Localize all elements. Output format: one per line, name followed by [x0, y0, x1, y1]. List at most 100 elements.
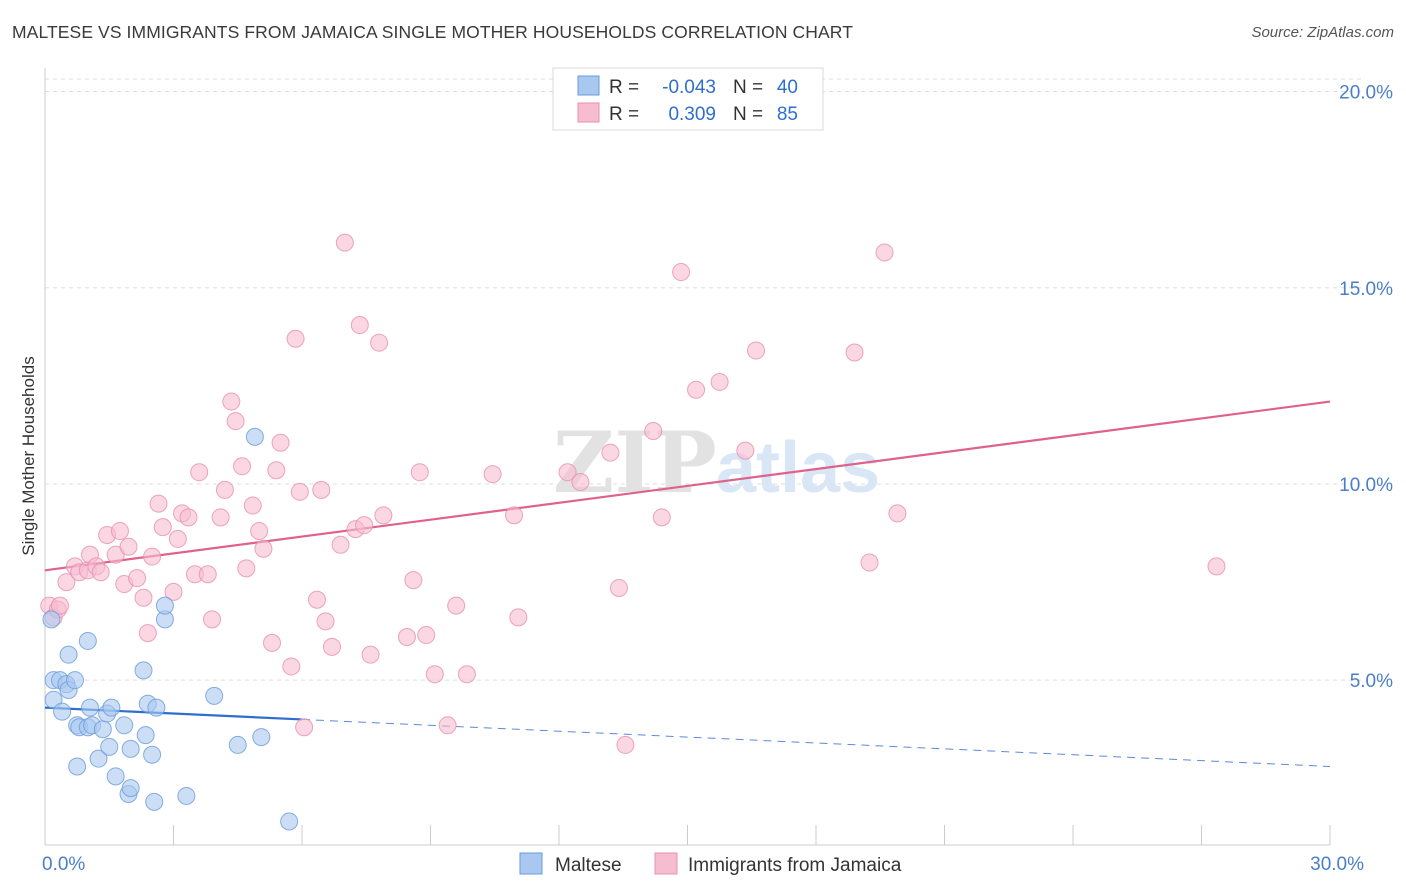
chart-source: Source: ZipAtlas.com	[1251, 24, 1394, 41]
jamaica-point	[652, 508, 671, 527]
jamaica-point	[168, 529, 187, 548]
series-legend-swatch-jamaica[interactable]	[654, 852, 678, 875]
jamaica-point	[616, 735, 635, 754]
axes	[44, 68, 1330, 846]
maltese-point	[205, 686, 224, 705]
jamaica-point	[211, 508, 230, 527]
jamaica-point	[91, 563, 110, 582]
jamaica-point	[282, 657, 301, 676]
jamaica-point	[312, 480, 331, 499]
maltese-point	[93, 720, 112, 739]
maltese-point	[68, 757, 87, 776]
x-tick-label: 0.0%	[42, 854, 85, 875]
jamaica-point	[417, 626, 436, 645]
watermark-zip: ZIP	[553, 413, 717, 512]
jamaica-point	[254, 539, 273, 558]
maltese-point	[89, 749, 108, 768]
jamaica-point	[747, 341, 766, 360]
jamaica-point	[222, 392, 241, 411]
series-legend-label-jamaica[interactable]: Immigrants from Jamaica	[688, 855, 902, 876]
y-tick-label: 10.0%	[1339, 475, 1393, 496]
series-legend-label-maltese[interactable]: Maltese	[555, 855, 622, 876]
jamaica-point	[710, 372, 729, 391]
stats-legend-n-value-jamaica: 85	[777, 104, 798, 125]
jamaica-point	[179, 508, 198, 527]
maltese-point	[136, 726, 155, 745]
jamaica-point	[143, 547, 162, 566]
maltese-point	[106, 767, 125, 786]
stats-legend-r-label-maltese: R =	[609, 77, 639, 98]
stats-legend-n-label-maltese: N =	[733, 77, 763, 98]
y-axis-title: Single Mother Households	[19, 356, 38, 555]
jamaica-point	[374, 506, 393, 525]
jamaica-point	[50, 596, 69, 615]
jamaica-point	[736, 441, 755, 460]
grid-lines	[45, 78, 1365, 845]
jamaica-point	[558, 463, 577, 482]
jamaica-point	[164, 582, 183, 601]
y-tick-label: 20.0%	[1339, 83, 1393, 104]
jamaica-point	[316, 612, 335, 631]
jamaica-point	[609, 578, 628, 597]
jamaica-point	[267, 461, 286, 480]
maltese-point	[78, 631, 97, 650]
data-points	[40, 233, 1226, 831]
jamaica-point	[457, 665, 476, 684]
stats-legend-swatch-jamaica	[577, 102, 600, 123]
jamaica-point	[198, 565, 217, 584]
jamaica-point	[687, 380, 706, 399]
y-tick-label: 15.0%	[1339, 279, 1393, 300]
jamaica-point	[119, 537, 138, 556]
jamaica-point	[505, 506, 524, 525]
jamaica-point	[271, 433, 290, 452]
jamaica-point	[404, 571, 423, 590]
maltese-point	[134, 661, 153, 680]
jamaica-point	[243, 496, 262, 515]
jamaica-point	[128, 569, 147, 588]
watermark-atlas: atlas	[716, 428, 880, 508]
jamaica-point	[110, 522, 129, 541]
jamaica-point	[307, 590, 326, 609]
jamaica-point	[509, 608, 528, 627]
maltese-point	[252, 728, 271, 747]
jamaica-point	[233, 457, 252, 476]
watermark: ZIP atlas	[553, 413, 880, 512]
jamaica-point	[153, 518, 172, 537]
series-legend-swatch-maltese[interactable]	[519, 852, 543, 875]
x-tick-label: 30.0%	[1310, 854, 1364, 875]
maltese-point	[100, 737, 119, 756]
maltese-point	[65, 671, 84, 690]
jamaica-point	[672, 263, 691, 282]
stats-legend-r-value-jamaica: 0.309	[668, 104, 716, 125]
jamaica-point	[644, 421, 663, 440]
jamaica-point	[361, 645, 380, 664]
jamaica-point	[331, 535, 350, 554]
jamaica-point	[149, 494, 168, 513]
jamaica-point	[888, 504, 907, 523]
jamaica-point	[438, 716, 457, 735]
jamaica-point	[237, 559, 256, 578]
tick-labels: 5.0% 10.0% 15.0% 20.0% 0.0% 30.0%	[42, 83, 1393, 875]
maltese-point	[143, 745, 162, 764]
jamaica-point	[397, 628, 416, 647]
stats-legend-n-value-maltese: 40	[777, 77, 798, 98]
maltese-point	[80, 698, 99, 717]
maltese-point	[228, 735, 247, 754]
series-legend: Maltese Immigrants from Jamaica	[519, 852, 902, 876]
jamaica-point	[875, 243, 894, 262]
jamaica-point	[447, 596, 466, 615]
stats-legend-r-value-maltese: -0.043	[662, 77, 716, 98]
jamaica-point	[410, 463, 429, 482]
maltese-point	[145, 792, 164, 811]
jamaica-point	[290, 482, 309, 501]
jamaica-point	[226, 412, 245, 431]
maltese-point	[121, 779, 140, 798]
jamaica-point	[370, 333, 389, 352]
jamaica-point	[286, 329, 305, 348]
jamaica-point	[263, 633, 282, 652]
maltese-point	[177, 786, 196, 805]
jamaica-point	[57, 573, 76, 592]
maltese-point	[42, 610, 61, 629]
maltese-point	[59, 645, 78, 664]
